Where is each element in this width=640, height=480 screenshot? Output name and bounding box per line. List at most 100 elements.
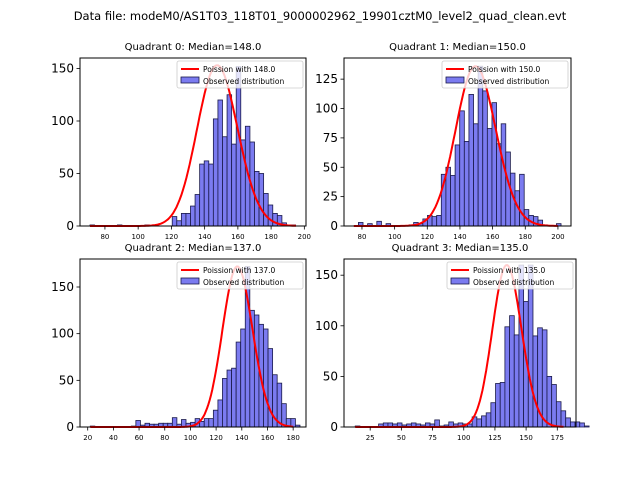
x-tick-label: 140 [198,233,211,241]
histogram-bar [263,328,269,428]
y-tick-label: 125 [315,72,338,86]
histogram-bar [431,216,438,227]
histogram-bar [212,409,219,428]
histogram-bar [569,421,576,428]
x-tick-label: 100 [457,434,470,442]
y-tick-label: 100 [51,114,74,128]
subplot-2: Quadrant 2: Median=137.0 0 50 100 150 20 40 60 8… [51,243,307,442]
legend-bar-swatch [180,277,200,285]
histogram-bar [482,90,488,227]
axes-frame [343,57,572,227]
histogram-bar [176,220,182,227]
axes-frame [343,258,577,428]
histogram-bar [532,335,539,428]
subplot-3: Quadrant 3: Median=135.0 0 50 100 150 25 50 75 1… [315,243,590,442]
histogram-bar [231,367,237,428]
legend-label-observed: Observed distribution [203,77,284,86]
y-tick-label: 0 [330,219,338,233]
legend-box [176,261,304,290]
histogram-bar [459,110,465,227]
histogram-bar [555,401,562,428]
histogram-bar [222,136,228,227]
histogram-bar [235,66,242,227]
y-tick-label: 150 [315,268,338,282]
histogram-bar [476,418,482,428]
histogram-bar [496,143,502,227]
histogram-bar [541,329,548,428]
histogram-bar [180,212,187,227]
legend-box [176,60,304,89]
y-tick-label: 75 [323,131,338,145]
histogram-bar [500,123,507,227]
histogram-bar [519,173,525,227]
histogram-bar [454,144,461,227]
x-tick-label: 100 [131,233,144,241]
histogram-bar [579,422,585,428]
legend-label-observed: Observed distribution [203,278,284,287]
histogram-bar [434,419,440,428]
histogram-bar [504,326,510,428]
legend-bar-swatch [445,76,465,84]
histogram-bar [560,410,567,428]
y-tick-label: 150 [51,62,74,76]
legend-label-observed: Observed distribution [473,278,554,287]
legend-bar-swatch [450,277,470,285]
y-tick-label: 100 [315,319,338,333]
y-tick-label: 100 [315,102,338,116]
x-tick-label: 140 [235,434,248,442]
histogram-bar [436,215,442,227]
axes-frame [79,258,307,428]
histogram-bar [473,123,479,227]
legend-label-poisson: Poission with 135.0 [473,266,546,275]
x-tick-label: 80 [358,233,367,241]
x-tick-label: 120 [421,233,434,241]
histogram-bar [208,418,214,428]
histogram-bar [509,315,515,428]
histogram-bar [513,334,520,428]
x-tick-label: 150 [519,434,532,442]
x-tick-label: 200 [298,233,311,241]
legend-box [446,261,574,290]
legend-label-poisson: Poission with 148.0 [203,65,276,74]
x-tick-label: 160 [261,434,274,442]
x-tick-label: 180 [264,233,277,241]
x-tick-label: 200 [551,233,564,241]
histogram-bar [495,383,501,428]
legend-box [441,60,569,89]
histogram-bar [199,420,205,428]
histogram-bar [185,212,191,227]
subplot-title: Quadrant 2: Median=137.0 [125,243,262,254]
x-tick-label: 180 [286,434,299,442]
histogram-bar [226,94,233,227]
y-tick-label: 0 [330,420,338,434]
y-tick-label: 50 [323,369,338,383]
subplot-title: Quadrant 0: Median=148.0 [125,42,262,53]
histogram-bar [481,415,487,428]
legend-bar-swatch [180,76,200,84]
histogram-bar [253,314,260,428]
histogram-bar [486,128,493,227]
histogram-bar [267,204,274,227]
histogram-bar [450,175,456,227]
histogram-bar [217,99,223,227]
x-tick-label: 75 [428,434,437,442]
histogram-bar [468,94,474,227]
histogram-bar [226,369,232,428]
y-tick-label: 0 [66,219,74,233]
figure-suptitle: Data file: modeM0/AS1T03_118T01_90000029… [73,9,567,23]
axes-frame [79,57,307,227]
y-tick-label: 50 [59,373,74,387]
x-tick-label: 60 [135,434,144,442]
histogram-bar [499,382,506,428]
histogram-bar [199,163,205,227]
y-tick-label: 50 [323,160,338,174]
subplot-0: Quadrant 0: Median=148.0 0 50 100 150 80 100 12… [51,42,311,241]
legend-label-poisson: Poission with 137.0 [203,266,276,275]
histogram-bar [240,328,246,428]
x-tick-label: 120 [209,434,222,442]
x-tick-label: 25 [366,434,375,442]
y-tick-label: 100 [51,327,74,341]
histogram-bar [584,425,590,428]
histogram-bar [222,378,228,428]
